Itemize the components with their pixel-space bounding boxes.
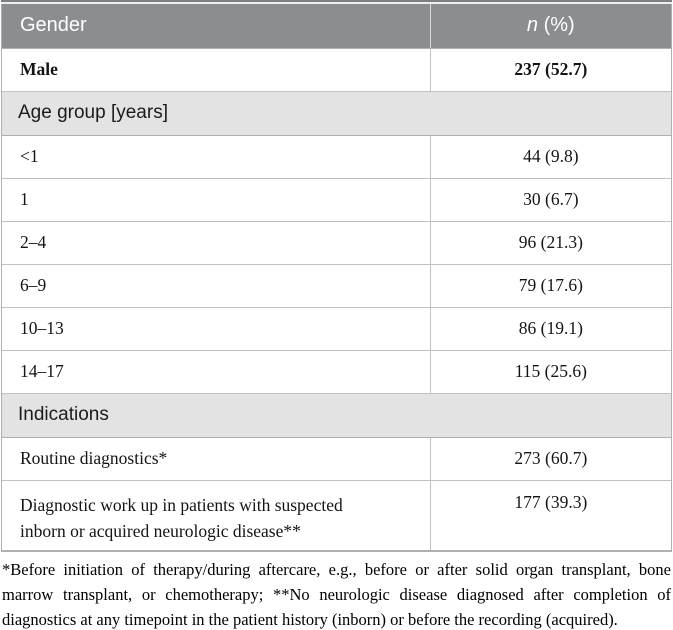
row-value: 177 (39.3) xyxy=(514,491,588,512)
section-title: Indications xyxy=(2,392,671,438)
table-row: Routine diagnostics* 273 (60.7) xyxy=(2,437,671,481)
row-label: <1 xyxy=(2,135,431,179)
row-value: 115 (25.6) xyxy=(430,350,671,394)
row-label: 6–9 xyxy=(2,264,431,308)
table-frame: Gender n (%) Male 237 (52.7) Age group [ye… xyxy=(1,4,672,552)
table-row: 14–17 115 (25.6) xyxy=(2,350,671,394)
table-row: Male 237 (52.7) xyxy=(2,48,671,92)
row-label: 14–17 xyxy=(2,350,431,394)
row-value: 96 (21.3) xyxy=(430,221,671,265)
row-value: 30 (6.7) xyxy=(430,178,671,222)
section-header-row: Indications xyxy=(2,392,671,438)
row-value: 273 (60.7) xyxy=(430,437,671,481)
row-label: 10–13 xyxy=(2,307,431,351)
row-value: 86 (19.1) xyxy=(430,307,671,351)
section-header-row: Age group [years] xyxy=(2,90,671,136)
footnote: *Before initiation of therapy/during aft… xyxy=(2,560,671,629)
header-percent-label: (%) xyxy=(538,14,575,37)
row-value: 237 (52.7) xyxy=(430,48,671,92)
row-label: 1 xyxy=(2,178,431,222)
header-gender-label: Gender xyxy=(20,14,87,37)
row-label: 2–4 xyxy=(2,221,431,265)
table-body: Male 237 (52.7) Age group [years] <1 44 (9.8… xyxy=(2,48,671,550)
row-value: 44 (9.8) xyxy=(430,135,671,179)
table-row: Diagnostic work up in patients with susp… xyxy=(2,480,671,550)
section-title: Age group [years] xyxy=(2,90,671,136)
table-row: 1 30 (6.7) xyxy=(2,178,671,222)
table-row: <1 44 (9.8) xyxy=(2,135,671,179)
header-gender: Gender xyxy=(2,4,431,49)
row-label: Male xyxy=(2,48,431,92)
header-n-percent: n (%) xyxy=(429,4,671,49)
demographics-table: Gender n (%) Male 237 (52.7) Age group [ye… xyxy=(2,4,671,550)
table-header-row: Gender n (%) xyxy=(2,4,671,49)
row-label: Routine diagnostics* xyxy=(2,437,431,481)
table-row: 2–4 96 (21.3) xyxy=(2,221,671,265)
header-n-symbol: n xyxy=(526,14,539,37)
table-top-rule xyxy=(1,0,672,4)
row-label: Diagnostic work up in patients with susp… xyxy=(2,480,431,550)
table-row: 10–13 86 (19.1) xyxy=(2,307,671,351)
table-row: 6–9 79 (17.6) xyxy=(2,264,671,308)
row-value: 79 (17.6) xyxy=(430,264,671,308)
